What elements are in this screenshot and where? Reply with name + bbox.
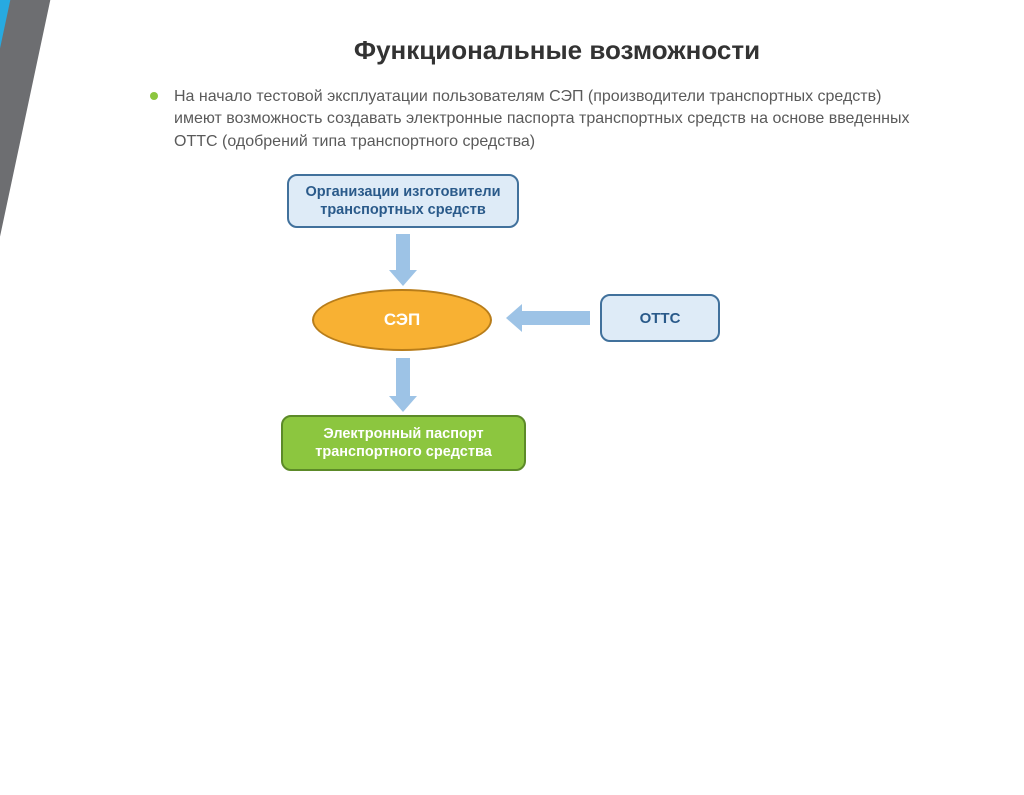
arrow-center-to-bottom (396, 358, 410, 398)
node-manufacturers: Организации изготовители транспортных ср… (287, 174, 519, 228)
flowchart-diagram: Организации изготовители транспортных ср… (0, 0, 1024, 574)
node-label: СЭП (384, 310, 420, 330)
node-label: Электронный паспорт транспортного средст… (297, 425, 510, 461)
node-otts: ОТТС (600, 294, 720, 342)
node-passport: Электронный паспорт транспортного средст… (281, 415, 526, 471)
arrow-top-to-center (396, 234, 410, 272)
node-sep: СЭП (312, 289, 492, 351)
node-label: Организации изготовители транспортных ср… (303, 183, 503, 219)
node-label: ОТТС (640, 310, 681, 327)
arrow-right-to-center (520, 311, 590, 325)
